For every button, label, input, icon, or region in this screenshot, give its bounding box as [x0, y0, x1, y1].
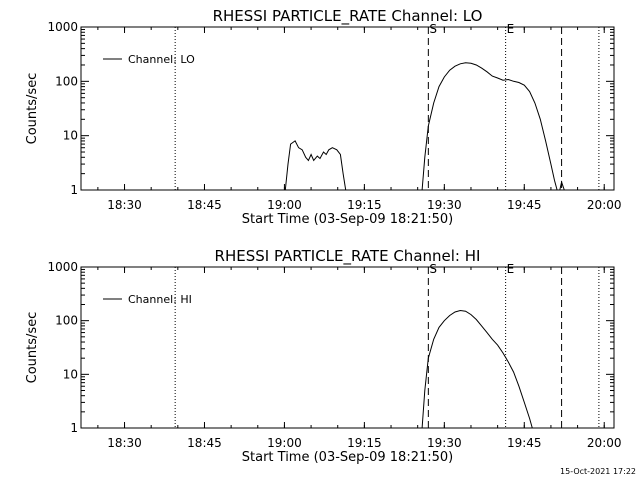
marker-label: E	[507, 262, 515, 276]
y-tick-label: 1	[70, 421, 78, 435]
marker-label: S	[429, 22, 437, 36]
x-axis-label: Start Time (03-Sep-09 18:21:50)	[242, 450, 453, 465]
x-tick-label: 18:30	[107, 198, 142, 212]
x-tick-label: 19:00	[267, 198, 302, 212]
y-tick-label: 1000	[47, 260, 78, 274]
y-axis-label: Counts/sec	[25, 73, 40, 145]
x-tick-label: 18:45	[187, 198, 222, 212]
panel-lo: RHESSI PARTICLE_RATE Channel: LO 18:30 18:…	[25, 7, 622, 227]
x-tick-label: 19:15	[347, 198, 382, 212]
plot-frame	[80, 266, 615, 429]
series-line	[421, 309, 533, 429]
x-tick-label: 19:45	[507, 436, 542, 450]
panel-hi: RHESSI PARTICLE_RATE Channel: HI 18:30 18:…	[25, 247, 622, 465]
marker-label: E	[507, 22, 515, 36]
x-tick-label: 18:30	[107, 436, 142, 450]
x-tick-label: 19:45	[507, 198, 542, 212]
series-line	[284, 140, 347, 191]
x-tick-label: 19:30	[427, 436, 462, 450]
y-tick-label: 100	[55, 314, 78, 328]
legend-label: Channel: HI	[128, 293, 192, 306]
x-tick-label: 19:30	[427, 198, 462, 212]
chart-title: RHESSI PARTICLE_RATE Channel: LO	[213, 7, 483, 26]
x-tick-label: 20:00	[587, 198, 622, 212]
series-line	[559, 180, 565, 191]
x-axis-label: Start Time (03-Sep-09 18:21:50)	[242, 212, 453, 227]
plot-frame	[80, 26, 615, 191]
x-tick-label: 18:45	[187, 436, 222, 450]
y-tick-label: 1000	[47, 20, 78, 34]
y-tick-label: 10	[63, 129, 78, 143]
y-tick-label: 100	[55, 74, 78, 88]
x-tick-label: 20:00	[587, 436, 622, 450]
footer-timestamp: 15-Oct-2021 17:22	[560, 467, 636, 476]
marker-label: S	[429, 262, 437, 276]
legend-label: Channel: LO	[128, 53, 195, 66]
y-tick-label: 10	[63, 367, 78, 381]
chart-title: RHESSI PARTICLE_RATE Channel: HI	[215, 247, 481, 266]
series-line	[421, 62, 558, 191]
x-tick-label: 19:15	[347, 436, 382, 450]
y-axis-label: Counts/sec	[25, 312, 40, 384]
y-tick-label: 1	[70, 183, 78, 197]
x-tick-label: 19:00	[267, 436, 302, 450]
